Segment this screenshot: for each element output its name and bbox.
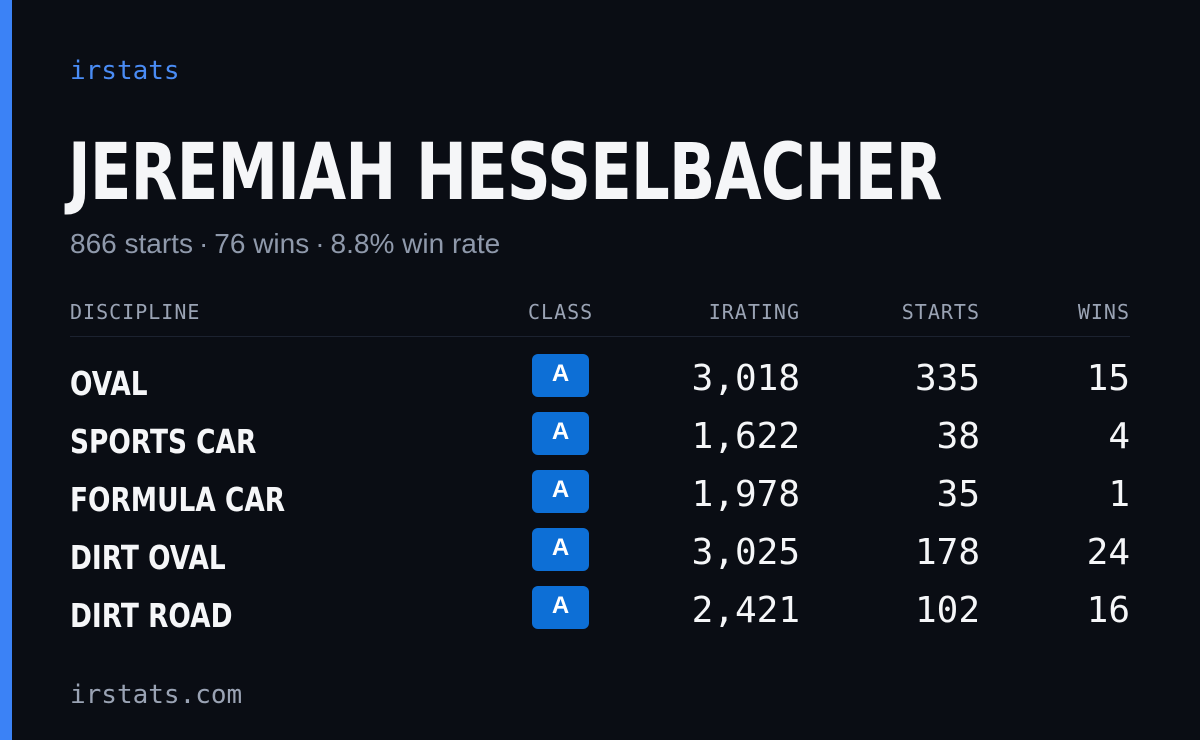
class-badge: A bbox=[532, 470, 589, 513]
summary-wins: 76 wins bbox=[214, 228, 310, 259]
wins-value: 15 bbox=[1086, 358, 1130, 399]
starts-value: 178 bbox=[914, 532, 980, 573]
wins-value: 1 bbox=[1108, 474, 1130, 515]
irating-value: 3,025 bbox=[691, 532, 800, 573]
table-row: DIRT ROAD A 2,421 102 16 bbox=[70, 582, 1130, 640]
table-row: FORMULA CAR A 1,978 35 1 bbox=[70, 466, 1130, 524]
starts-value: 35 bbox=[936, 474, 980, 515]
wins-value: 24 bbox=[1086, 532, 1130, 573]
header-class: CLASS bbox=[528, 300, 594, 324]
irating-value: 2,421 bbox=[691, 590, 800, 631]
class-badge: A bbox=[532, 528, 589, 571]
brand-logo-text: irstats bbox=[70, 56, 180, 86]
wins-value: 4 bbox=[1108, 416, 1130, 457]
class-badge: A bbox=[532, 586, 589, 629]
discipline-table: OVAL A 3,018 335 15 SPORTS CAR A 1,622 3… bbox=[70, 350, 1130, 640]
starts-value: 102 bbox=[914, 590, 980, 631]
starts-value: 335 bbox=[914, 358, 980, 399]
summary-starts: 866 starts bbox=[70, 228, 193, 259]
discipline-name: DIRT OVAL bbox=[70, 538, 226, 577]
summary-separator: · bbox=[315, 228, 325, 259]
wins-value: 16 bbox=[1086, 590, 1130, 631]
irating-value: 3,018 bbox=[691, 358, 800, 399]
discipline-name: DIRT ROAD bbox=[70, 596, 233, 635]
driver-name: JEREMIAH HESSELBACHER bbox=[68, 128, 943, 218]
header-irating: IRATING bbox=[708, 300, 800, 324]
irating-value: 1,978 bbox=[691, 474, 800, 515]
accent-bar bbox=[0, 0, 12, 740]
discipline-name: OVAL bbox=[70, 364, 148, 403]
summary-separator: · bbox=[198, 228, 209, 259]
irating-value: 1,622 bbox=[691, 416, 800, 457]
class-badge: A bbox=[532, 354, 589, 397]
header-discipline: DISCIPLINE bbox=[70, 300, 201, 324]
starts-value: 38 bbox=[936, 416, 980, 457]
header-wins: WINS bbox=[1077, 300, 1130, 324]
discipline-name: FORMULA CAR bbox=[70, 480, 286, 519]
discipline-name: SPORTS CAR bbox=[70, 422, 257, 461]
table-header: DISCIPLINE CLASS IRATING STARTS WINS bbox=[70, 298, 1130, 337]
table-row: SPORTS CAR A 1,622 38 4 bbox=[70, 408, 1130, 466]
class-badge: A bbox=[532, 412, 589, 455]
footer-domain: irstats.com bbox=[70, 680, 243, 710]
header-starts: STARTS bbox=[901, 300, 980, 324]
table-row: OVAL A 3,018 335 15 bbox=[70, 350, 1130, 408]
summary-win-rate: 8.8% win rate bbox=[330, 228, 501, 259]
driver-summary: 866 starts · 76 wins · 8.8% win rate bbox=[70, 228, 500, 260]
table-row: DIRT OVAL A 3,025 178 24 bbox=[70, 524, 1130, 582]
